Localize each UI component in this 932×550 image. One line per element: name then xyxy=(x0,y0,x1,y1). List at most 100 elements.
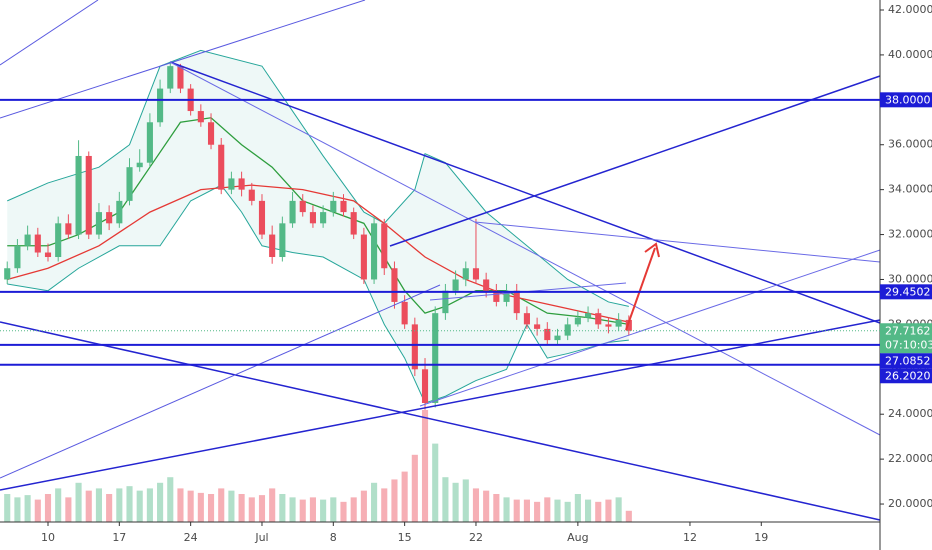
candle-body xyxy=(116,200,123,224)
candle-body xyxy=(595,313,602,325)
candle-body xyxy=(136,162,143,168)
volume-bar xyxy=(197,492,204,522)
candle-body xyxy=(605,324,612,327)
candle-body xyxy=(350,212,357,235)
volume-bar xyxy=(65,497,72,522)
candle-body xyxy=(625,319,632,331)
volume-bar xyxy=(340,501,347,522)
band-fill xyxy=(7,50,629,403)
candle-body xyxy=(95,212,103,235)
candle-body xyxy=(85,155,92,235)
overlay: 20.000022.000024.000026.000028.000030.00… xyxy=(0,3,932,544)
volume-bar xyxy=(554,499,561,522)
candle-body xyxy=(269,234,276,258)
trend-line xyxy=(169,61,881,436)
price-tag xyxy=(880,92,932,108)
x-tick-label: 8 xyxy=(330,531,337,544)
last-price-label: 27.7162 xyxy=(885,324,931,337)
candle-body xyxy=(483,279,490,291)
volume-bar xyxy=(483,490,490,522)
trend-line xyxy=(169,61,881,324)
volume-bar xyxy=(493,494,500,522)
volume-bar xyxy=(14,497,21,522)
volume-bar xyxy=(350,497,357,522)
candle-body xyxy=(207,122,215,145)
candle-body xyxy=(574,317,581,325)
candle-body xyxy=(534,324,541,329)
candle-body xyxy=(442,290,449,314)
candle-body xyxy=(157,88,164,123)
price-tag-label: 27.0852 xyxy=(885,354,931,367)
candle-body xyxy=(177,66,184,89)
y-tick-label: 36.0000 xyxy=(888,138,932,151)
candle-body xyxy=(238,178,245,190)
candle-body xyxy=(493,290,500,302)
candle-body xyxy=(279,223,286,258)
price-tag xyxy=(880,368,932,384)
volume-bar xyxy=(187,490,194,522)
x-tick-label: 17 xyxy=(112,531,126,544)
volume-bar xyxy=(462,479,469,522)
volume-bar xyxy=(320,499,327,522)
candle-body xyxy=(330,200,337,213)
band-line xyxy=(7,49,629,307)
trend-line xyxy=(389,75,881,247)
candle-body xyxy=(65,223,72,235)
candle-body xyxy=(126,167,133,201)
volume-bar xyxy=(452,482,459,522)
candle-body xyxy=(34,234,41,253)
candle-body xyxy=(218,144,225,190)
candle-body xyxy=(391,268,398,302)
price-tag-label: 38.0000 xyxy=(885,93,931,106)
candle-body xyxy=(432,313,439,403)
trend-line xyxy=(0,321,881,521)
candle-body xyxy=(381,223,388,269)
candle-body xyxy=(523,313,530,325)
x-tick-label: 12 xyxy=(683,531,697,544)
volume-bar xyxy=(218,488,225,522)
candle-body xyxy=(55,223,62,258)
volume-bar xyxy=(258,495,266,522)
volume-bar xyxy=(411,454,418,522)
volume-bar xyxy=(228,490,235,522)
candle-body xyxy=(167,66,174,89)
candle-body xyxy=(452,279,459,291)
countdown-label: 07:10:03 xyxy=(885,338,932,351)
volume-bar xyxy=(269,488,276,522)
volume-bar xyxy=(146,488,153,522)
forecast-arrow xyxy=(625,247,656,331)
volume-bar xyxy=(238,494,245,522)
candle-body xyxy=(248,189,255,201)
candle-body xyxy=(299,200,306,213)
volume-bar xyxy=(544,497,551,522)
volume-bar xyxy=(513,499,520,522)
y-tick-label: 22.0000 xyxy=(888,452,932,465)
volume-bar xyxy=(289,497,296,522)
y-tick-label: 40.0000 xyxy=(888,48,932,61)
volume-bar xyxy=(615,497,622,522)
volume-bar xyxy=(360,490,367,522)
volume-bar xyxy=(24,495,31,522)
price-tag xyxy=(880,284,932,300)
trend-line xyxy=(0,0,366,119)
volume-bar xyxy=(574,494,581,522)
candle-body xyxy=(503,290,510,302)
candle-body xyxy=(544,328,551,341)
candle-body xyxy=(371,223,378,280)
candle-body xyxy=(411,324,418,370)
candle-body xyxy=(228,178,235,190)
x-tick-label: Aug xyxy=(567,531,588,544)
candle-body xyxy=(14,245,21,269)
volume-bar xyxy=(279,494,286,522)
candle-body xyxy=(289,200,296,224)
volume-bar xyxy=(595,501,602,522)
x-tick-label: 10 xyxy=(41,531,55,544)
price-tag-label: 29.4502 xyxy=(885,285,931,298)
y-tick-label: 30.0000 xyxy=(888,272,932,285)
drawings xyxy=(0,0,881,521)
volume-bar xyxy=(401,471,408,522)
volume-bar xyxy=(116,488,123,522)
volume-bar xyxy=(442,477,449,522)
volume-bar xyxy=(330,497,337,522)
